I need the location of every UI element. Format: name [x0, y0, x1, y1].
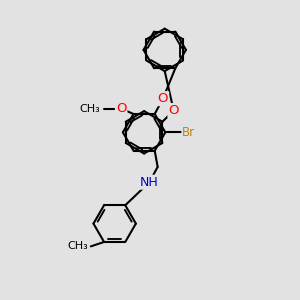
- Text: O: O: [116, 102, 126, 115]
- Text: NH: NH: [140, 176, 159, 189]
- Text: O: O: [158, 92, 168, 105]
- Text: O: O: [168, 104, 179, 117]
- Text: CH₃: CH₃: [67, 242, 88, 251]
- Text: Br: Br: [182, 126, 195, 139]
- Text: CH₃: CH₃: [80, 104, 101, 114]
